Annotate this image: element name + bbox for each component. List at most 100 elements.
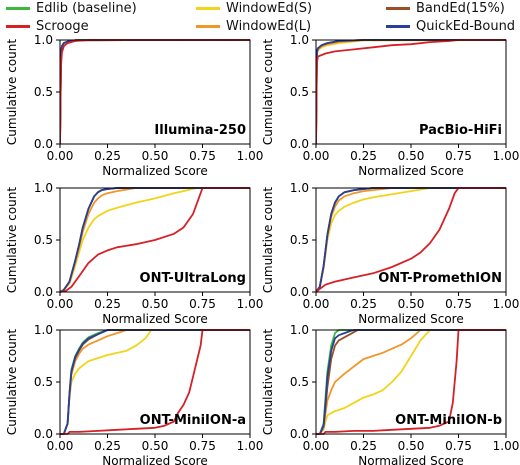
x-tick-label: 0.50 [398, 149, 425, 163]
legend-item-scrooge: Scrooge [6, 18, 89, 34]
y-tick-label: 0.5 [290, 375, 309, 389]
panel-title: PacBio-HiFi [419, 123, 502, 138]
legend-item-windowed-s: WindowEd(S) [196, 0, 312, 16]
x-tick-label: 0.25 [350, 297, 377, 311]
chart-panel: 0.00 0.25 0.50 0.75 1.00 0.0 0.5 1.0 Normalized … [5, 323, 263, 465]
x-axis-label: Normalized Score [102, 454, 207, 465]
y-tick-label: 0.5 [290, 85, 309, 99]
y-tick-label: 0.0 [290, 285, 309, 299]
series-line [60, 187, 250, 293]
legend-swatch [386, 6, 410, 10]
y-axis-label: Cumulative count [261, 187, 275, 293]
panel-title: ONT-MiniION-b [395, 413, 502, 428]
x-axis-label: Normalized Score [102, 164, 207, 178]
x-tick-label: 1.00 [493, 297, 520, 311]
y-tick-label: 0.5 [34, 85, 53, 99]
y-tick-label: 0.5 [34, 375, 53, 389]
x-tick-label: 0.25 [94, 439, 121, 453]
x-tick-label: 0.50 [142, 439, 169, 453]
y-tick-label: 1.0 [290, 33, 309, 47]
y-tick-label: 0.0 [34, 137, 53, 151]
y-tick-label: 0.5 [290, 233, 309, 247]
series-line [316, 187, 506, 293]
panel-title: ONT-UltraLong [140, 271, 246, 286]
x-axis-label: Normalized Score [358, 312, 463, 326]
y-tick-label: 0.0 [34, 427, 53, 441]
y-tick-label: 1.0 [290, 323, 309, 337]
x-tick-label: 1.00 [493, 149, 520, 163]
y-tick-label: 0.0 [34, 285, 53, 299]
series-line [316, 329, 506, 435]
legend-label: QuickEd-Bound [416, 18, 516, 34]
chart-panel: 0.00 0.25 0.50 0.75 1.00 0.0 0.5 1.0 Normalized … [261, 33, 519, 178]
y-tick-label: 1.0 [34, 323, 53, 337]
x-tick-label: 0.50 [142, 297, 169, 311]
x-tick-label: 0.00 [303, 297, 330, 311]
y-tick-label: 1.0 [290, 181, 309, 195]
x-axis-label: Normalized Score [358, 164, 463, 178]
x-tick-label: 0.50 [398, 439, 425, 453]
legend-item-banded: BandEd(15%) [386, 0, 505, 16]
x-tick-label: 0.75 [445, 439, 472, 453]
legend-label: WindowEd(L) [226, 18, 312, 34]
chart-panel: 0.00 0.25 0.50 0.75 1.00 0.0 0.5 1.0 Normalized … [5, 33, 263, 178]
y-axis-label: Cumulative count [5, 329, 19, 435]
series-line [60, 187, 250, 293]
chart-panel: 0.00 0.25 0.50 0.75 1.00 0.0 0.5 1.0 Normalized … [261, 181, 519, 326]
legend-item-quicked-bound: QuickEd-Bound [386, 18, 515, 34]
x-axis-label: Normalized Score [358, 454, 463, 465]
x-tick-label: 0.25 [350, 149, 377, 163]
panel-title: ONT-PromethION [378, 271, 502, 286]
x-tick-label: 0.00 [47, 149, 74, 163]
y-tick-label: 0.0 [290, 427, 309, 441]
x-tick-label: 0.50 [142, 149, 169, 163]
x-tick-label: 0.75 [189, 297, 216, 311]
x-tick-label: 0.00 [47, 297, 74, 311]
legend-swatch [386, 24, 410, 28]
x-tick-label: 1.00 [237, 297, 264, 311]
y-tick-label: 1.0 [34, 181, 53, 195]
series-line [316, 187, 506, 293]
chart-panel: 0.00 0.25 0.50 0.75 1.00 0.0 0.5 1.0 Normalized … [5, 181, 263, 326]
legend-swatch [196, 24, 220, 28]
legend-item-windowed-l: WindowEd(L) [196, 18, 311, 34]
y-tick-label: 1.0 [34, 33, 53, 47]
x-tick-label: 0.50 [398, 297, 425, 311]
y-axis-label: Cumulative count [5, 39, 19, 145]
legend-label: BandEd(15%) [416, 0, 505, 16]
series-line [316, 329, 506, 435]
y-tick-label: 0.0 [290, 137, 309, 151]
legend: Edlib (baseline) Scrooge WindowEd(S) Win… [0, 0, 520, 36]
x-tick-label: 0.75 [445, 297, 472, 311]
x-tick-label: 0.75 [189, 149, 216, 163]
x-tick-label: 0.00 [47, 439, 74, 453]
series-line [60, 329, 250, 435]
legend-swatch [6, 24, 30, 28]
x-tick-label: 0.75 [445, 149, 472, 163]
series-group [316, 329, 506, 435]
series-group [60, 329, 250, 435]
series-line [60, 329, 250, 435]
x-tick-label: 0.00 [303, 149, 330, 163]
series-group [316, 187, 506, 293]
x-tick-label: 0.25 [94, 297, 121, 311]
x-tick-label: 0.75 [189, 439, 216, 453]
legend-label: Scrooge [36, 18, 89, 34]
x-tick-label: 0.00 [303, 439, 330, 453]
y-axis-label: Cumulative count [261, 39, 275, 145]
legend-label: WindowEd(S) [226, 0, 313, 16]
y-tick-label: 0.5 [34, 233, 53, 247]
legend-label: Edlib (baseline) [36, 0, 137, 16]
x-tick-label: 1.00 [237, 149, 264, 163]
x-tick-label: 1.00 [493, 439, 520, 453]
x-axis-label: Normalized Score [102, 312, 207, 326]
panel-title: Illumina-250 [154, 123, 246, 138]
legend-swatch [6, 6, 30, 10]
panel-title: ONT-MiniION-a [140, 413, 246, 428]
x-tick-label: 0.25 [94, 149, 121, 163]
chart-panel: 0.00 0.25 0.50 0.75 1.00 0.0 0.5 1.0 Normalized … [261, 323, 519, 465]
series-line [316, 39, 506, 145]
y-axis-label: Cumulative count [261, 329, 275, 435]
series-group [60, 187, 250, 293]
